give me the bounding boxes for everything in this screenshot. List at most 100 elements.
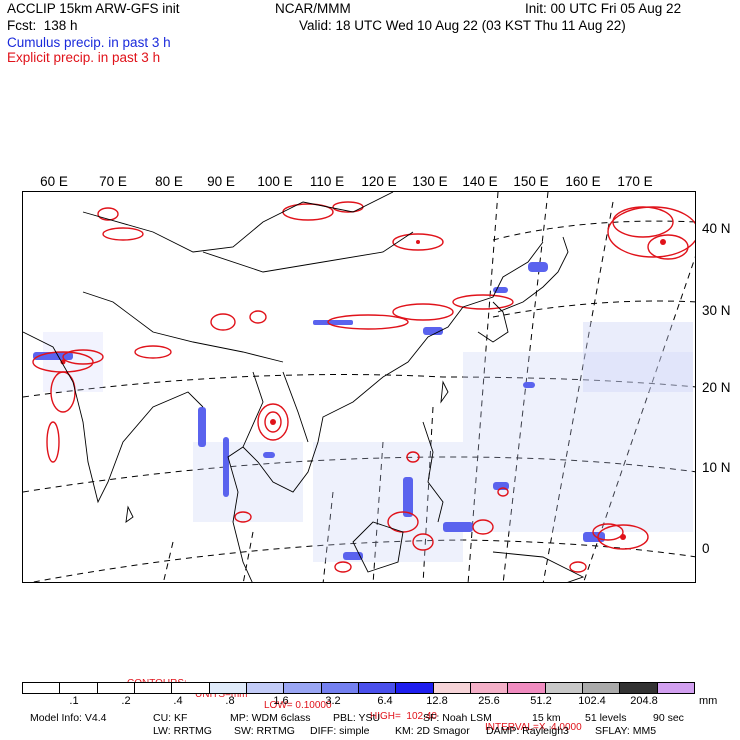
meridians <box>162 192 695 582</box>
meridian-90e <box>242 531 254 582</box>
lon-label: 100 E <box>257 174 293 189</box>
model-info-version: Model Info: V4.4 <box>30 712 107 724</box>
parallel-0 <box>30 539 695 582</box>
model-info-cu: CU: KF <box>153 712 188 724</box>
colorbar-label: 1.6 <box>273 695 289 707</box>
colorbar-cell <box>209 683 247 693</box>
model-info-lw: LW: RRTMG <box>153 725 212 737</box>
contour-high: HIGH= 102.40 <box>370 711 437 722</box>
precip-map <box>22 191 696 583</box>
colorbar-unit: mm <box>699 695 718 707</box>
colorbar-label: .4 <box>173 695 183 707</box>
model-info-levels: 51 levels <box>585 712 627 724</box>
coast-borneo <box>352 521 404 573</box>
colorbar-cell <box>657 683 694 693</box>
parallel-20n <box>23 374 695 398</box>
colorbar-label: 12.8 <box>426 695 448 707</box>
model-info-sw: SW: RRTMG <box>234 725 295 737</box>
forecast-hour: Fcst: 138 h <box>7 18 78 33</box>
colorbar <box>22 682 695 694</box>
colorbar-cell <box>246 683 285 693</box>
border-china <box>82 192 394 253</box>
lat-label: 0 <box>702 541 710 556</box>
colorbar-cell <box>60 683 98 693</box>
model-info-sf: SF: Noah LSM <box>423 712 492 724</box>
contour-units: UNITS=mm <box>195 689 248 700</box>
colorbar-label: 25.6 <box>478 695 500 707</box>
model-info-dt: 90 sec <box>653 712 684 724</box>
legend-explicit: Explicit precip. in past 3 h <box>7 50 161 65</box>
parallel-40n <box>492 220 695 241</box>
colorbar-label: 6.4 <box>377 695 393 707</box>
border-india-china <box>82 291 284 363</box>
lon-label: 70 E <box>99 174 127 189</box>
lon-label: 170 E <box>617 174 653 189</box>
model-info-res: 15 km <box>532 712 561 724</box>
colorbar-label: 51.2 <box>530 695 552 707</box>
lon-label: 140 E <box>462 174 498 189</box>
lon-label: 160 E <box>565 174 601 189</box>
border-se-asia <box>242 371 309 448</box>
lon-label: 90 E <box>207 174 235 189</box>
coast-taiwan <box>440 380 449 404</box>
colorbar-cell <box>358 683 397 693</box>
init-time: Init: 00 UTC Fri 05 Aug 22 <box>525 1 682 16</box>
org-label: NCAR/MMM <box>275 1 351 16</box>
lon-label: 130 E <box>412 174 448 189</box>
colorbar-cell <box>508 683 546 693</box>
lat-label: 30 N <box>702 303 731 318</box>
colorbar-cell <box>545 683 583 693</box>
colorbar-cell <box>172 683 210 693</box>
explicit-cores <box>60 239 666 540</box>
lon-label: 150 E <box>513 174 549 189</box>
contour-low: LOW= 0.10000 <box>264 700 332 711</box>
border-mongolia <box>202 231 414 273</box>
colorbar-cell <box>97 683 135 693</box>
parallel-30n <box>492 300 695 318</box>
colorbar-label: 102.4 <box>578 695 606 707</box>
colorbar-cell <box>134 683 173 693</box>
colorbar-label: 204.8 <box>630 695 658 707</box>
colorbar-label: .8 <box>225 695 235 707</box>
meridian-150e <box>542 201 614 582</box>
model-info-diff: DIFF: simple <box>310 725 370 737</box>
lat-label: 40 N <box>702 221 731 236</box>
lon-label: 60 E <box>40 174 68 189</box>
map-canvas <box>23 192 695 582</box>
coast-philippines <box>422 421 444 523</box>
contour-interval: INTERVAL=X 4.0000 <box>485 722 582 733</box>
colorbar-label: .2 <box>121 695 131 707</box>
meridian-160e <box>583 256 695 582</box>
model-info-km: KM: 2D Smagor <box>395 725 470 737</box>
colorbar-cell <box>582 683 621 693</box>
colorbar-cell <box>284 683 322 693</box>
cumulus-light <box>43 322 693 562</box>
parallels <box>23 220 695 582</box>
model-info-damp: DAMP: Rayleigh3 <box>486 725 569 737</box>
colorbar-cell <box>396 683 434 693</box>
colorbar-cell <box>620 683 658 693</box>
valid-time: Valid: 18 UTC Wed 10 Aug 22 (03 KST Thu … <box>299 18 626 33</box>
explicit-contours <box>32 201 695 573</box>
coast-korea <box>477 301 509 343</box>
model-info-mp: MP: WDM 6class <box>230 712 311 724</box>
lat-label: 10 N <box>702 460 731 475</box>
colorbar-cell <box>433 683 471 693</box>
colorbar-label: .1 <box>69 695 79 707</box>
coast-sri-lanka <box>125 505 134 523</box>
colorbar-cell <box>23 683 61 693</box>
coast-india <box>23 331 204 504</box>
model-title: ACCLIP 15km ARW-GFS init <box>7 1 180 16</box>
parallel-10n <box>23 456 695 493</box>
meridian-80e <box>162 541 174 582</box>
meridian-110e <box>372 441 384 582</box>
meridian-120e <box>422 406 434 582</box>
colorbar-label: 3.2 <box>325 695 341 707</box>
model-info-sflay: SFLAY: MM5 <box>595 725 657 737</box>
meridian-100e <box>322 491 334 582</box>
model-info-pbl: PBL: YSU <box>333 712 381 724</box>
lon-label: 120 E <box>361 174 397 189</box>
coast-asia-east <box>227 241 544 582</box>
lat-label: 20 N <box>702 380 731 395</box>
coast-newguinea <box>492 551 585 582</box>
